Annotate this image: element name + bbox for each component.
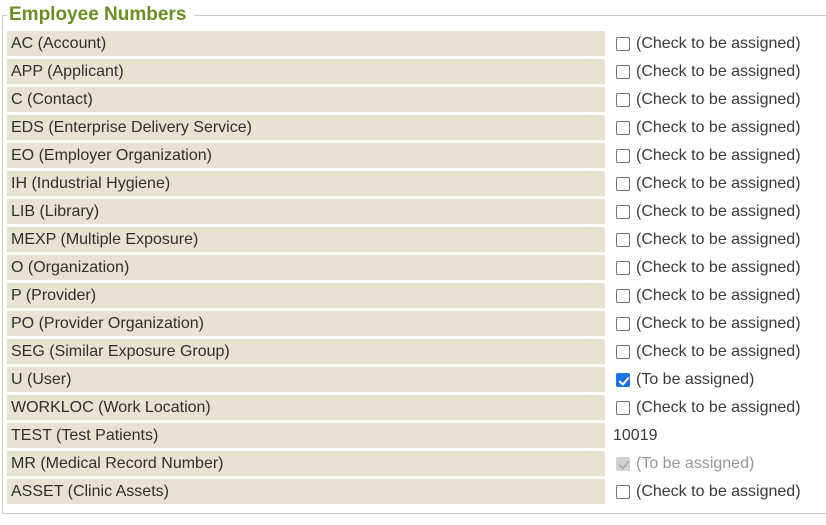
row-label: MR (Medical Record Number) bbox=[7, 451, 605, 476]
table-row: U (User) (To be assigned) bbox=[7, 367, 826, 392]
assign-hint: (Check to be assigned) bbox=[636, 398, 801, 416]
assign-hint: (Check to be assigned) bbox=[636, 286, 801, 304]
assign-hint: (Check to be assigned) bbox=[636, 202, 801, 220]
row-label: TEST (Test Patients) bbox=[7, 423, 605, 448]
row-label: EDS (Enterprise Delivery Service) bbox=[7, 115, 605, 140]
row-control: (Check to be assigned) bbox=[612, 283, 801, 308]
assign-hint: (Check to be assigned) bbox=[636, 174, 801, 192]
assign-hint: (Check to be assigned) bbox=[636, 342, 801, 360]
table-row: IH (Industrial Hygiene) (Check to be assi… bbox=[7, 171, 826, 196]
table-row: MEXP (Multiple Exposure) (Check to be ass… bbox=[7, 227, 826, 252]
table-row: WORKLOC (Work Location) (Check to be assi… bbox=[7, 395, 826, 420]
assign-hint: (Check to be assigned) bbox=[636, 34, 801, 52]
row-control: (Check to be assigned) bbox=[612, 339, 801, 364]
row-control: (Check to be assigned) bbox=[612, 87, 801, 112]
assign-hint: (Check to be assigned) bbox=[636, 90, 801, 108]
table-row: TEST (Test Patients) 10019 bbox=[7, 423, 826, 448]
table-row: EDS (Enterprise Delivery Service) (Check … bbox=[7, 115, 826, 140]
table-row: ASSET (Clinic Assets) (Check to be assign… bbox=[7, 479, 826, 504]
row-label: WORKLOC (Work Location) bbox=[7, 395, 605, 420]
table-row: LIB (Library) (Check to be assigned) bbox=[7, 199, 826, 224]
row-label: U (User) bbox=[7, 367, 605, 392]
table-row: MR (Medical Record Number) (To be assigne… bbox=[7, 451, 826, 476]
assign-checkbox[interactable] bbox=[616, 260, 630, 275]
assign-hint: (Check to be assigned) bbox=[636, 314, 801, 332]
assign-checkbox[interactable] bbox=[616, 484, 630, 499]
row-control: (Check to be assigned) bbox=[612, 479, 801, 504]
row-label: AC (Account) bbox=[7, 31, 605, 56]
row-label: O (Organization) bbox=[7, 255, 605, 280]
assign-checkbox[interactable] bbox=[616, 64, 630, 79]
row-label: C (Contact) bbox=[7, 87, 605, 112]
table-row: P (Provider) (Check to be assigned) bbox=[7, 283, 826, 308]
row-label: ASSET (Clinic Assets) bbox=[7, 479, 605, 504]
assign-checkbox[interactable] bbox=[616, 36, 630, 51]
assign-checkbox[interactable] bbox=[616, 344, 630, 359]
row-control: (Check to be assigned) bbox=[612, 199, 801, 224]
table-row: SEG (Similar Exposure Group) (Check to be… bbox=[7, 339, 826, 364]
row-label: P (Provider) bbox=[7, 283, 605, 308]
assign-checkbox[interactable] bbox=[616, 288, 630, 303]
assign-checkbox[interactable] bbox=[616, 232, 630, 247]
table-row: EO (Employer Organization) (Check to be a… bbox=[7, 143, 826, 168]
assign-hint: (Check to be assigned) bbox=[636, 62, 801, 80]
assigned-number: 10019 bbox=[613, 426, 658, 444]
row-label: SEG (Similar Exposure Group) bbox=[7, 339, 605, 364]
row-label: IH (Industrial Hygiene) bbox=[7, 171, 605, 196]
row-control: (Check to be assigned) bbox=[612, 395, 801, 420]
row-control: (To be assigned) bbox=[612, 367, 754, 392]
table-row: C (Contact) (Check to be assigned) bbox=[7, 87, 826, 112]
row-label: LIB (Library) bbox=[7, 199, 605, 224]
assign-hint: (Check to be assigned) bbox=[636, 258, 801, 276]
row-control: (Check to be assigned) bbox=[612, 59, 801, 84]
assign-hint: (Check to be assigned) bbox=[636, 482, 801, 500]
assign-checkbox[interactable] bbox=[616, 400, 630, 415]
assign-checkbox[interactable] bbox=[616, 120, 630, 135]
employee-numbers-rows: AC (Account) (Check to be assigned) APP (A… bbox=[7, 31, 826, 504]
assign-checkbox[interactable] bbox=[616, 204, 630, 219]
assign-checkbox[interactable] bbox=[616, 316, 630, 331]
row-control: (Check to be assigned) bbox=[612, 115, 801, 140]
assign-hint: (To be assigned) bbox=[636, 454, 755, 472]
assign-checkbox[interactable] bbox=[616, 372, 630, 387]
row-control: (Check to be assigned) bbox=[612, 311, 801, 336]
assign-hint: (Check to be assigned) bbox=[636, 230, 801, 248]
section-title: Employee Numbers bbox=[9, 4, 187, 25]
table-row: AC (Account) (Check to be assigned) bbox=[7, 31, 826, 56]
assign-hint: (Check to be assigned) bbox=[636, 118, 801, 136]
row-label: MEXP (Multiple Exposure) bbox=[7, 227, 605, 252]
row-control: 10019 bbox=[612, 423, 658, 448]
table-row: O (Organization) (Check to be assigned) bbox=[7, 255, 826, 280]
row-control: (To be assigned) bbox=[612, 451, 754, 476]
row-label: PO (Provider Organization) bbox=[7, 311, 605, 336]
row-label: APP (Applicant) bbox=[7, 59, 605, 84]
assign-hint: (To be assigned) bbox=[636, 370, 755, 388]
row-label: EO (Employer Organization) bbox=[7, 143, 605, 168]
row-control: (Check to be assigned) bbox=[612, 171, 801, 196]
assign-checkbox[interactable] bbox=[616, 148, 630, 163]
assign-hint: (Check to be assigned) bbox=[636, 146, 801, 164]
table-row: PO (Provider Organization) (Check to be a… bbox=[7, 311, 826, 336]
row-control: (Check to be assigned) bbox=[612, 255, 801, 280]
assign-checkbox bbox=[616, 456, 630, 471]
row-control: (Check to be assigned) bbox=[612, 227, 801, 252]
assign-checkbox[interactable] bbox=[616, 92, 630, 107]
table-row: APP (Applicant) (Check to be assigned) bbox=[7, 59, 826, 84]
row-control: (Check to be assigned) bbox=[612, 31, 801, 56]
employee-numbers-fieldset: Employee Numbers AC (Account) (Check to b… bbox=[2, 4, 826, 514]
assign-checkbox[interactable] bbox=[616, 176, 630, 191]
row-control: (Check to be assigned) bbox=[612, 143, 801, 168]
